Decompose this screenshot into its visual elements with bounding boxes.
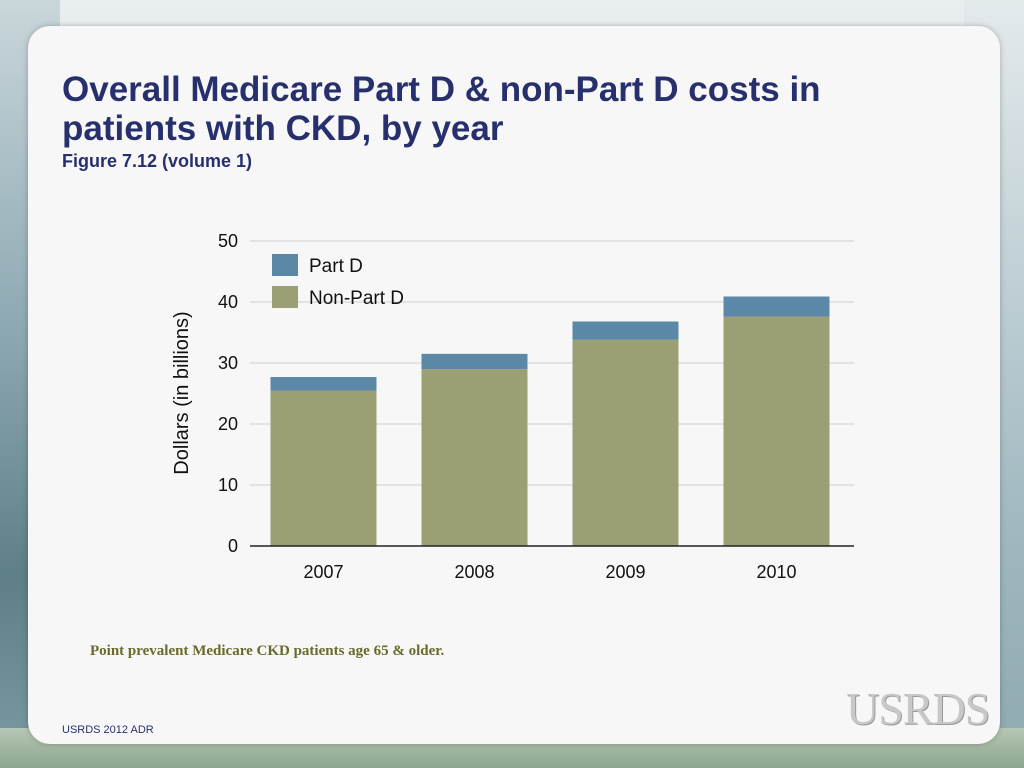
legend-swatch-non-part-d [272, 286, 298, 308]
y-tick-label: 30 [218, 353, 238, 373]
x-tick-label: 2009 [605, 562, 645, 582]
y-axis-title: Dollars (in billions) [171, 311, 193, 474]
footnote: Point prevalent Medicare CKD patients ag… [90, 643, 445, 659]
y-tick-label: 10 [218, 475, 238, 495]
bar-part-d-2009 [572, 321, 679, 340]
x-tick-label: 2008 [454, 562, 494, 582]
y-tick-label: 50 [218, 231, 238, 251]
bar-non-part-d-2010 [723, 316, 830, 546]
x-tick-label: 2007 [303, 562, 343, 582]
slide-title: Overall Medicare Part D & non-Part D cos… [62, 70, 821, 148]
bar-part-d-2007 [270, 377, 377, 391]
bar-non-part-d-2008 [421, 369, 528, 546]
y-tick-label: 40 [218, 292, 238, 312]
bar-non-part-d-2007 [270, 390, 377, 546]
usrds-logo: USRDS [846, 683, 990, 734]
legend-swatch-part-d [272, 254, 298, 276]
bar-part-d-2010 [723, 296, 830, 317]
bar-part-d-2008 [421, 353, 528, 370]
y-tick-label: 0 [228, 536, 238, 556]
bar-non-part-d-2009 [572, 339, 679, 546]
legend-label: Part D [309, 256, 363, 277]
legend-label: Non-Part D [309, 288, 404, 309]
y-tick-label: 20 [218, 414, 238, 434]
slide-subtitle: Figure 7.12 (volume 1) [62, 151, 253, 171]
source-label: USRDS 2012 ADR [62, 724, 154, 736]
x-tick-label: 2010 [756, 562, 796, 582]
